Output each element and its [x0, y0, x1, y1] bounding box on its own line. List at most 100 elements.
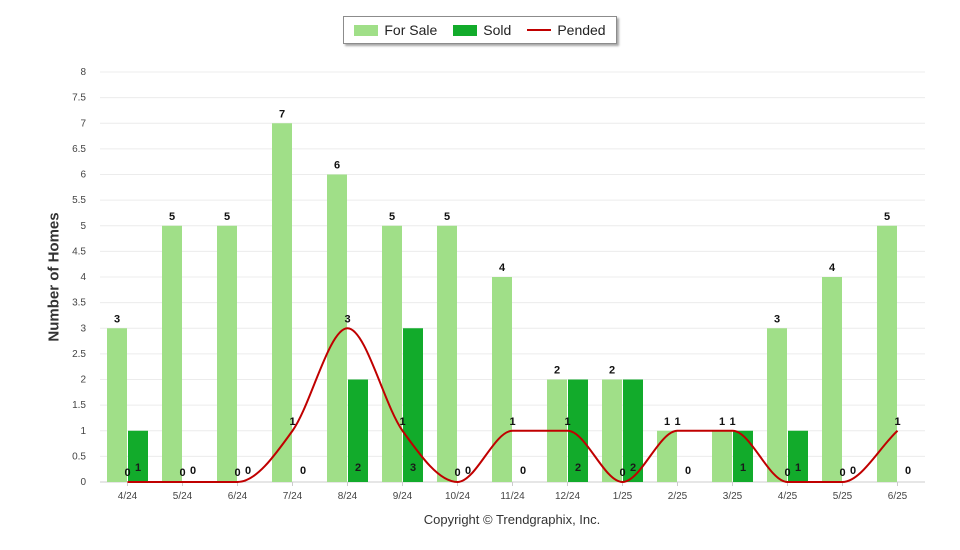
legend-swatch-sold	[453, 24, 478, 36]
data-label-pended: 1	[509, 416, 515, 428]
x-tick-label: 3/25	[723, 491, 743, 502]
x-tick-label: 5/25	[833, 491, 853, 502]
bar-for-sale	[602, 379, 622, 482]
legend-label-sold: Sold	[483, 22, 512, 38]
x-tick-label: 6/25	[888, 491, 908, 502]
data-label-for-sale: 6	[334, 160, 340, 172]
legend-label-pended: Pended	[557, 22, 606, 38]
data-label-pended: 1	[894, 416, 900, 428]
data-label-for-sale: 7	[279, 108, 285, 120]
legend-label-for-sale: For Sale	[384, 22, 438, 38]
x-tick-label: 6/24	[228, 491, 248, 502]
data-label-sold: 0	[465, 465, 471, 477]
legend-swatch-pended	[527, 29, 552, 31]
data-label-sold: 0	[520, 465, 526, 477]
data-label-sold: 0	[685, 465, 691, 477]
data-label-sold: 0	[850, 465, 856, 477]
y-tick-label: 4	[80, 272, 86, 283]
x-tick-label: 4/25	[778, 491, 798, 502]
bar-for-sale	[657, 430, 677, 482]
y-axis-label: Number of Homes	[45, 212, 63, 342]
copyright-text: Copyright © Trendgraphix, Inc.	[423, 512, 601, 527]
legend-swatch-for-sale	[354, 24, 379, 36]
x-tick-label: 11/24	[500, 491, 525, 502]
bar-for-sale	[327, 174, 347, 482]
data-label-for-sale: 4	[829, 262, 836, 274]
data-label-pended: 0	[234, 467, 240, 479]
bar-sold	[733, 430, 753, 482]
bar-sold	[403, 328, 423, 482]
data-label-pended: 1	[289, 416, 295, 428]
data-label-sold: 0	[300, 465, 306, 477]
y-tick-label: 0	[80, 477, 86, 488]
y-tick-label: 1.5	[72, 400, 86, 411]
y-tick-label: 1	[80, 426, 86, 437]
data-label-pended: 3	[344, 313, 350, 325]
y-tick-label: 7.5	[72, 93, 86, 104]
y-tick-label: 5	[80, 221, 86, 232]
data-label-sold: 0	[190, 465, 196, 477]
data-label-sold: 0	[245, 465, 251, 477]
data-label-sold: 0	[905, 465, 911, 477]
bar-sold	[623, 379, 643, 482]
y-tick-label: 0.5	[72, 451, 86, 462]
data-label-for-sale: 2	[554, 365, 560, 377]
data-label-sold: 3	[410, 462, 416, 474]
y-tick-label: 6.5	[72, 144, 86, 155]
data-label-pended: 0	[179, 467, 185, 479]
data-label-for-sale: 5	[884, 211, 890, 223]
bar-for-sale	[767, 328, 787, 482]
x-tick-label: 7/24	[283, 491, 303, 502]
chart-legend: For Sale Sold Pended	[343, 16, 617, 44]
data-label-sold: 2	[630, 462, 636, 474]
bar-for-sale	[107, 328, 127, 482]
data-label-sold: 2	[355, 462, 361, 474]
x-tick-label: 9/24	[393, 491, 413, 502]
bar-for-sale	[162, 225, 182, 482]
y-tick-label: 2	[80, 375, 86, 386]
bar-sold	[568, 379, 588, 482]
data-label-pended: 1	[399, 416, 405, 428]
data-label-pended: 0	[784, 467, 790, 479]
data-label-sold: 1	[740, 462, 746, 474]
data-label-pended: 0	[619, 467, 625, 479]
bar-for-sale	[877, 225, 897, 482]
data-label-pended: 1	[674, 416, 680, 428]
x-tick-label: 1/25	[613, 491, 633, 502]
bar-for-sale	[217, 225, 237, 482]
bar-for-sale	[712, 430, 732, 482]
bar-sold	[128, 430, 148, 482]
data-label-for-sale: 3	[774, 313, 780, 325]
data-label-for-sale: 4	[499, 262, 506, 274]
line-pended	[127, 327, 899, 484]
data-label-for-sale: 5	[224, 211, 230, 223]
data-label-for-sale: 5	[444, 211, 450, 223]
bar-sold	[348, 379, 368, 482]
y-tick-label: 4.5	[72, 246, 86, 257]
y-tick-label: 3.5	[72, 298, 86, 309]
data-label-for-sale: 2	[609, 365, 615, 377]
data-label-for-sale: 1	[719, 416, 725, 428]
bar-sold	[788, 430, 808, 482]
data-label-for-sale: 5	[169, 211, 175, 223]
bar-for-sale	[437, 225, 457, 482]
data-label-pended: 1	[729, 416, 735, 428]
data-label-sold: 1	[795, 462, 801, 474]
data-label-for-sale: 3	[114, 313, 120, 325]
data-label-sold: 1	[135, 462, 141, 474]
data-label-pended: 0	[839, 467, 845, 479]
data-label-for-sale: 1	[664, 416, 670, 428]
y-tick-label: 5.5	[72, 195, 86, 206]
bar-for-sale	[272, 123, 292, 482]
x-tick-label: 2/25	[668, 491, 688, 502]
legend-item-sold: Sold	[453, 22, 511, 38]
legend-item-pended: Pended	[527, 22, 606, 38]
y-tick-label: 7	[80, 118, 86, 129]
y-tick-label: 6	[80, 170, 86, 181]
data-label-for-sale: 5	[389, 211, 395, 223]
x-tick-label: 10/24	[445, 491, 470, 502]
data-label-pended: 0	[124, 467, 130, 479]
y-tick-label: 2.5	[72, 349, 86, 360]
bar-for-sale	[492, 277, 512, 482]
y-tick-label: 8	[80, 67, 86, 78]
